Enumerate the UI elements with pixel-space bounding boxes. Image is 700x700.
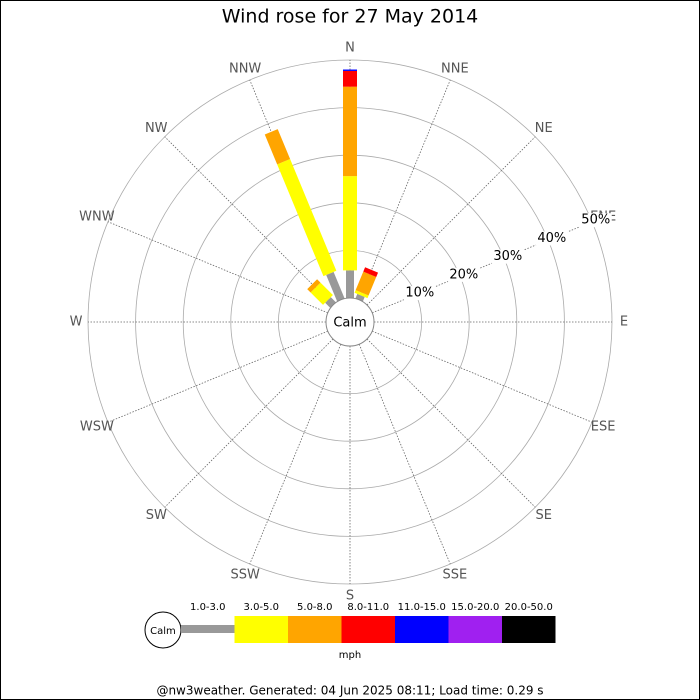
direction-label: NE [535, 121, 553, 136]
direction-label: SW [146, 508, 167, 523]
bar-segment [355, 271, 377, 296]
direction-label: ESE [591, 419, 616, 434]
spoke [366, 136, 536, 306]
legend-label: 20.0-50.0 [505, 602, 553, 613]
spoke [358, 344, 451, 565]
tick-label-bg [403, 286, 436, 301]
bar-segment [326, 271, 345, 302]
legend-swatch [234, 616, 288, 643]
legend-label: 11.0-15.0 [398, 602, 446, 613]
bar-segment [264, 129, 291, 165]
bar-segment [343, 70, 357, 87]
calm-label: Calm [333, 316, 366, 331]
direction-label: WNW [79, 210, 115, 225]
tick-label-bg [535, 231, 568, 246]
direction-label: SE [536, 508, 552, 523]
legend-swatch [448, 616, 502, 643]
r-tick-label: 10% [405, 286, 434, 301]
tick-label-bg [491, 249, 524, 264]
bar-segment [343, 86, 357, 177]
legend-label: 15.0-20.0 [451, 602, 499, 613]
legend-label: 3.0-5.0 [244, 602, 279, 613]
spoke [249, 344, 342, 565]
legend: Calm mph 1.0-3.0 3.0-5.0 5.0-8.0 8.0-11.0 11… [144, 602, 556, 661]
direction-label: SSW [230, 568, 260, 583]
legend-swatch [395, 616, 449, 643]
spoke [107, 221, 328, 314]
legend-swatch [288, 616, 342, 643]
spoke [358, 79, 451, 300]
bar-segment [354, 290, 369, 299]
spoke [164, 136, 334, 306]
calm-circle [325, 297, 375, 347]
tick-label-bg [579, 213, 612, 228]
direction-label: E [620, 315, 628, 330]
spoke [372, 330, 593, 423]
legend-label: 8.0-11.0 [347, 602, 389, 613]
spoke [107, 330, 328, 423]
footer: @nw3weather. Generated: 04 Jun 2025 08:1… [156, 684, 543, 698]
bar-segment [355, 293, 365, 302]
legend-calm-label: Calm [150, 626, 176, 637]
direction-label: NW [145, 121, 168, 136]
direction-label: S [346, 589, 354, 604]
bar-segment [346, 270, 354, 298]
r-tick-label: 30% [493, 249, 522, 264]
r-tick-label: 20% [449, 267, 478, 282]
bar-segment [277, 159, 337, 277]
bar-segment [307, 279, 321, 293]
spoke [164, 338, 334, 508]
tick-label-bg [447, 267, 480, 282]
direction-label: SSE [442, 568, 467, 583]
bar-segment [310, 282, 333, 305]
legend-label: 5.0-8.0 [297, 602, 332, 613]
direction-label: NNE [441, 61, 469, 76]
bars [264, 69, 379, 347]
legend-swatch [502, 616, 556, 643]
direction-label: WSW [80, 419, 114, 434]
unit-label: mph [339, 650, 361, 661]
direction-label: NNW [229, 61, 261, 76]
direction-label: W [70, 315, 83, 330]
r-tick-label: 50% [581, 213, 610, 228]
bar-segment [343, 69, 357, 71]
bar-segment [343, 176, 357, 271]
legend-swatch [341, 616, 395, 643]
chart-title: Wind rose for 27 May 2014 [222, 6, 479, 28]
legend-label: 1.0-3.0 [190, 602, 225, 613]
r-tick-label: 40% [537, 231, 566, 246]
direction-label: N [345, 41, 355, 56]
spoke [366, 338, 536, 508]
bar-segment [363, 267, 379, 277]
bar-segment [325, 297, 336, 308]
legend-swatch [181, 625, 235, 633]
